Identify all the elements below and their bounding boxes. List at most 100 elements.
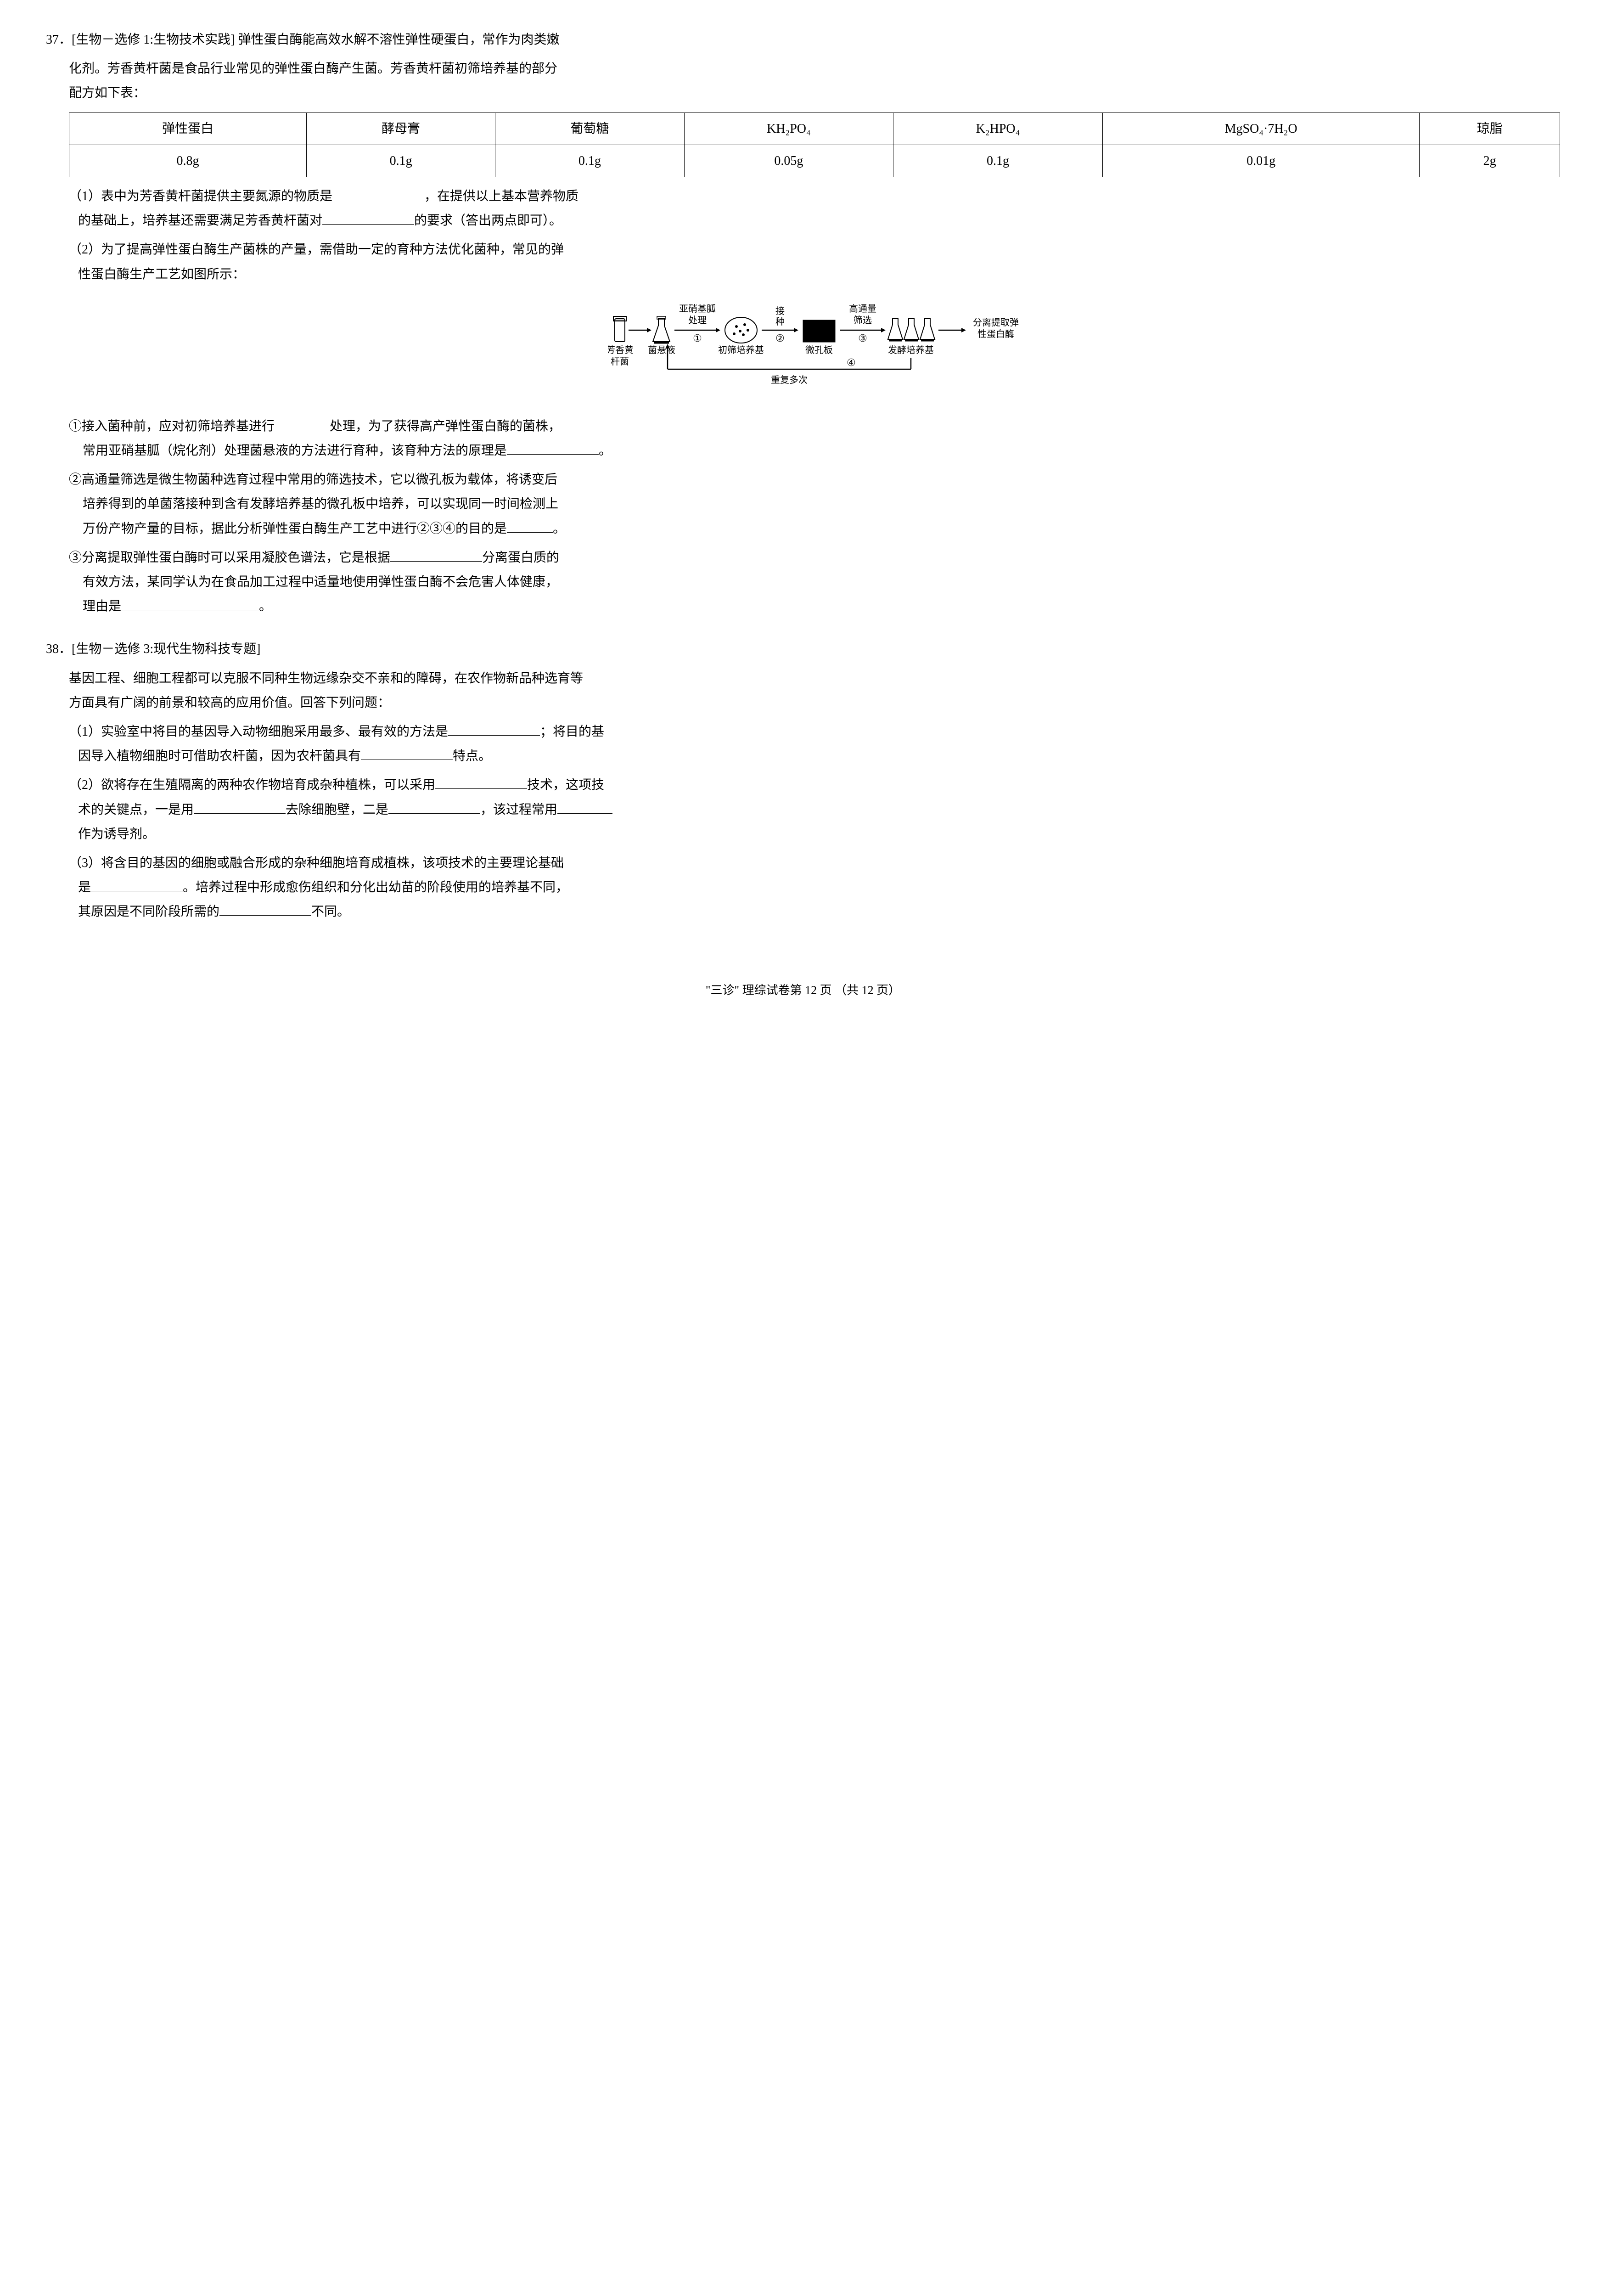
diagram-label: ③	[858, 332, 867, 344]
blank	[388, 801, 480, 814]
diagram-label: 重复多次	[771, 375, 808, 385]
diagram-label: 处理	[688, 315, 707, 326]
diagram-svg: 芳香黄 杆菌 菌悬液 亚硝基胍 处理 ①	[608, 298, 1021, 394]
diagram-label: 菌悬液	[648, 345, 675, 355]
q37-sub2: （2）为了提高弹性蛋白酶生产菌株的产量，需借助一定的育种方法优化菌种，常见的弹 …	[69, 237, 1560, 286]
blank	[507, 520, 553, 533]
q37-subsub3: ③分离提取弹性蛋白酶时可以采用凝胶色谱法，它是根据 分离蛋白质的 有效方法，某同学…	[69, 546, 1560, 619]
q38-sub2-b: 技术，这项技	[527, 778, 604, 792]
question-38-number: 38．	[46, 642, 72, 656]
q38-sub2-c: 术的关键点，一是用	[78, 803, 194, 817]
table-header-cell: MgSO₄·7H₂O	[1102, 113, 1419, 145]
q37-subsub1-d: 。	[599, 444, 612, 458]
question-37-header: 37．[生物－选修 1:生物技术实践] 弹性蛋白酶能高效水解不溶性弹性硬蛋白，常…	[46, 28, 1560, 52]
table-value-row: 0.8g 0.1g 0.1g 0.05g 0.1g 0.01g 2g	[69, 145, 1560, 177]
diagram-label: 接	[775, 306, 785, 316]
q37-subsub2-a: ②高通量筛选是微生物菌种选育过程中常用的筛选技术，它以微孔板为载体，将诱变后	[69, 473, 557, 487]
blank	[332, 187, 424, 200]
footer-text: "三诊" 理综试卷第 12 页 （共 12 页）	[706, 984, 900, 997]
question-38-intro-2: 方面具有广阔的前景和较高的应用价值。回答下列问题：	[69, 691, 1560, 715]
blank	[361, 747, 453, 760]
q37-subsub3-b: 分离蛋白质的	[482, 551, 559, 565]
page-footer: "三诊" 理综试卷第 12 页 （共 12 页）	[46, 979, 1560, 1002]
diagram-label: 高通量	[849, 304, 876, 314]
diagram-label: ①	[693, 332, 702, 344]
table-value-cell: 0.05g	[684, 145, 893, 177]
blank	[219, 903, 311, 916]
q37-subsub3-c: 有效方法，某同学认为在食品加工过程中适量地使用弹性蛋白酶不会危害人体健康，	[83, 575, 558, 589]
q37-subsub1-a: ①接入菌种前，应对初筛培养基进行	[69, 419, 275, 433]
q38-sub1-c: 因导入植物细胞时可借助农杆菌，因为农杆菌具有	[78, 749, 361, 763]
q37-subsub2-b: 培养得到的单菌落接种到含有发酵培养基的微孔板中培养，可以实现同一时间检测上	[83, 497, 558, 511]
blank	[390, 549, 482, 562]
blank	[557, 801, 612, 814]
question-37-number: 37．	[46, 33, 72, 47]
q37-subsub2-c: 万份产物产量的目标，据此分析弹性蛋白酶生产工艺中进行②③④的目的是	[83, 522, 507, 536]
table-header-cell: 弹性蛋白	[69, 113, 307, 145]
q38-sub3-b: 是	[78, 880, 91, 895]
diagram-label: 微孔板	[805, 345, 833, 355]
q38-sub3: （3）将含目的基因的细胞或融合形成的杂种细胞培育成植株，该项技术的主要理论基础 …	[69, 851, 1560, 924]
q37-subsub2: ②高通量筛选是微生物菌种选育过程中常用的筛选技术，它以微孔板为载体，将诱变后 培…	[69, 467, 1560, 541]
q38-sub1-d: 特点。	[453, 749, 491, 763]
q37-subsub3-e: 。	[259, 599, 272, 613]
table-value-cell: 0.8g	[69, 145, 307, 177]
blank	[121, 597, 259, 610]
question-38-intro-1: 基因工程、细胞工程都可以克服不同种生物远缘杂交不亲和的障碍，在农作物新品种选育等	[69, 666, 1560, 691]
q38-sub2: （2）欲将存在生殖隔离的两种农作物培育成杂种植株，可以采用 技术，这项技 术的关键…	[69, 773, 1560, 846]
diagram-label: 杆菌	[611, 356, 629, 367]
table-header-row: 弹性蛋白 酵母膏 葡萄糖 KH₂PO₄ K₂HPO₄ MgSO₄·7H₂O 琼脂	[69, 113, 1560, 145]
diagram-label: 发酵培养基	[888, 345, 934, 355]
blank	[448, 723, 540, 736]
process-diagram: 芳香黄 杆菌 菌悬液 亚硝基胍 处理 ①	[69, 298, 1560, 403]
q38-sub2-d: 去除细胞壁，二是	[286, 803, 388, 817]
q38-sub3-e: 不同。	[311, 905, 350, 919]
diagram-label: 种	[775, 316, 785, 327]
table-value-cell: 0.01g	[1102, 145, 1419, 177]
q37-sub1-text-a: （1）表中为芳香黄杆菌提供主要氮源的物质是	[69, 189, 332, 203]
q37-sub2-text-b: 性蛋白酶生产工艺如图所示：	[78, 267, 245, 281]
q37-subsub1-b: 处理，为了获得高产弹性蛋白酶的菌株，	[330, 419, 561, 433]
table-header-cell: K₂HPO₄	[893, 113, 1103, 145]
question-38-bracket: [生物－选修 3:现代生物科技专题]	[72, 642, 260, 656]
q37-subsub3-a: ③分离提取弹性蛋白酶时可以采用凝胶色谱法，它是根据	[69, 551, 390, 565]
question-37-intro-3: 配方如下表：	[69, 81, 1560, 105]
q38-sub1-a: （1）实验室中将目的基因导入动物细胞采用最多、最有效的方法是	[69, 725, 448, 739]
q37-sub1-text-c: 的基础上，培养基还需要满足芳香黄杆菌对	[78, 214, 322, 228]
blank	[91, 878, 183, 891]
blank	[194, 801, 286, 814]
blank	[435, 776, 527, 789]
diagram-label: 芳香黄	[608, 345, 634, 355]
medium-table: 弹性蛋白 酵母膏 葡萄糖 KH₂PO₄ K₂HPO₄ MgSO₄·7H₂O 琼脂…	[69, 113, 1560, 177]
q38-sub2-f: 作为诱导剂。	[78, 827, 155, 841]
q38-sub3-a: （3）将含目的基因的细胞或融合形成的杂种细胞培育成植株，该项技术的主要理论基础	[69, 856, 564, 870]
blank	[322, 212, 414, 225]
q37-subsub3-d: 理由是	[83, 599, 121, 613]
question-37-intro-2: 化剂。芳香黄杆菌是食品行业常见的弹性蛋白酶产生菌。芳香黄杆菌初筛培养基的部分	[69, 56, 1560, 81]
diagram-label: 筛选	[854, 315, 872, 326]
q37-sub1-text-d: 的要求（答出两点即可）。	[414, 214, 562, 228]
q37-subsub1: ①接入菌种前，应对初筛培养基进行 处理，为了获得高产弹性蛋白酶的菌株， 常用亚硝基…	[69, 414, 1560, 463]
q38-sub1-b: ；将目的基	[540, 725, 604, 739]
q38-sub2-e: ，该过程常用	[480, 803, 557, 817]
question-37-content: 化剂。芳香黄杆菌是食品行业常见的弹性蛋白酶产生菌。芳香黄杆菌初筛培养基的部分 配…	[46, 56, 1560, 619]
question-37-intro-1: 弹性蛋白酶能高效水解不溶性弹性硬蛋白，常作为肉类嫩	[235, 33, 559, 47]
q37-subsub2-d: 。	[553, 522, 566, 536]
blank	[507, 442, 599, 455]
q37-subsub1-c: 常用亚硝基胍（烷化剂）处理菌悬液的方法进行育种，该育种方法的原理是	[83, 444, 507, 458]
diagram-label: ④	[847, 357, 856, 368]
q37-sub1: （1）表中为芳香黄杆菌提供主要氮源的物质是 ，在提供以上基本营养物质 的基础上，培…	[69, 184, 1560, 233]
diagram-label: ②	[775, 332, 785, 344]
table-header-cell: 琼脂	[1420, 113, 1560, 145]
blank	[275, 417, 330, 430]
diagram-label: 亚硝基胍	[679, 304, 716, 314]
q37-sub1-text-b: ，在提供以上基本营养物质	[424, 189, 578, 203]
table-value-cell: 0.1g	[495, 145, 684, 177]
diagram-label: 初筛培养基	[718, 345, 764, 355]
q38-sub2-a: （2）欲将存在生殖隔离的两种农作物培育成杂种植株，可以采用	[69, 778, 435, 792]
question-37-bracket: [生物－选修 1:生物技术实践]	[72, 33, 235, 47]
diagram-label: 分离提取弹	[973, 317, 1019, 328]
q37-sub2-text-a: （2）为了提高弹性蛋白酶生产菌株的产量，需借助一定的育种方法优化菌种，常见的弹	[69, 242, 564, 257]
table-value-cell: 0.1g	[893, 145, 1103, 177]
table-value-cell: 2g	[1420, 145, 1560, 177]
